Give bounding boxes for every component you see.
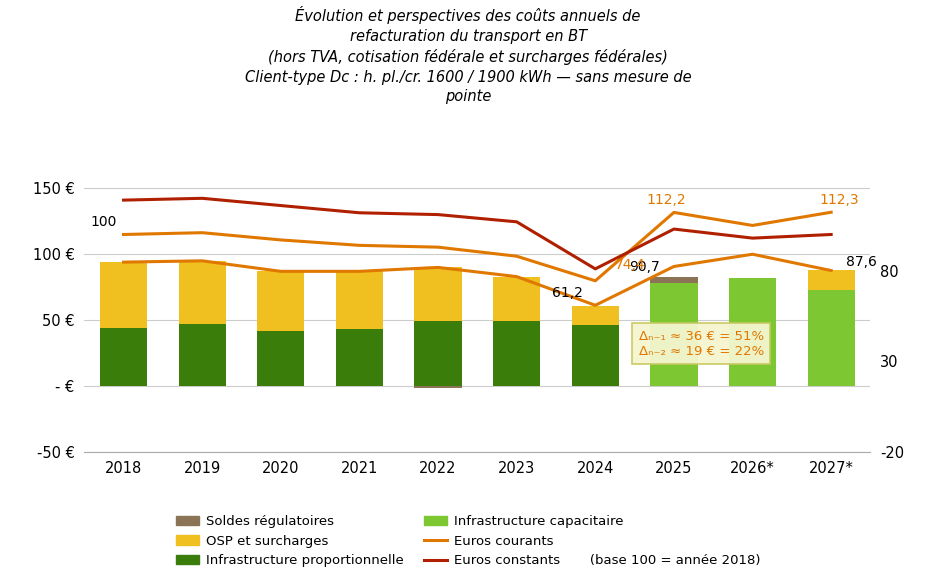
Bar	[179, 324, 226, 386]
Legend: Soldes régulatoires, OSP et surcharges, Infrastructure proportionnelle, Infrastr: Soldes régulatoires, OSP et surcharges, …	[170, 510, 766, 573]
Bar	[257, 331, 304, 386]
Bar	[651, 277, 697, 283]
Bar	[808, 290, 855, 386]
Bar	[257, 272, 304, 331]
Text: 87,6: 87,6	[845, 255, 876, 269]
Text: Δₙ₋₁ ≈ 36 € = 51%
Δₙ₋₂ ≈ 19 € = 22%: Δₙ₋₁ ≈ 36 € = 51% Δₙ₋₂ ≈ 19 € = 22%	[638, 329, 764, 358]
Bar	[336, 329, 383, 386]
Bar	[179, 261, 226, 324]
Text: 112,3: 112,3	[819, 193, 859, 207]
Bar	[729, 278, 776, 386]
Text: 100: 100	[91, 215, 117, 229]
Bar	[415, 321, 461, 386]
Text: 61,2: 61,2	[552, 286, 583, 300]
Bar	[415, 267, 461, 321]
Text: 74,4: 74,4	[615, 258, 646, 272]
Bar	[651, 283, 697, 386]
Bar	[493, 277, 540, 321]
Bar	[493, 321, 540, 386]
Bar	[808, 270, 855, 290]
Bar	[100, 328, 147, 386]
Text: 112,2: 112,2	[646, 193, 686, 207]
Text: 90,7: 90,7	[629, 260, 660, 274]
Bar	[415, 386, 461, 389]
Bar	[336, 272, 383, 329]
Text: Évolution et perspectives des coûts annuels de
refacturation du transport en BT
: Évolution et perspectives des coûts annu…	[244, 6, 692, 104]
Bar	[100, 262, 147, 328]
Bar	[572, 306, 619, 325]
Bar	[572, 325, 619, 386]
